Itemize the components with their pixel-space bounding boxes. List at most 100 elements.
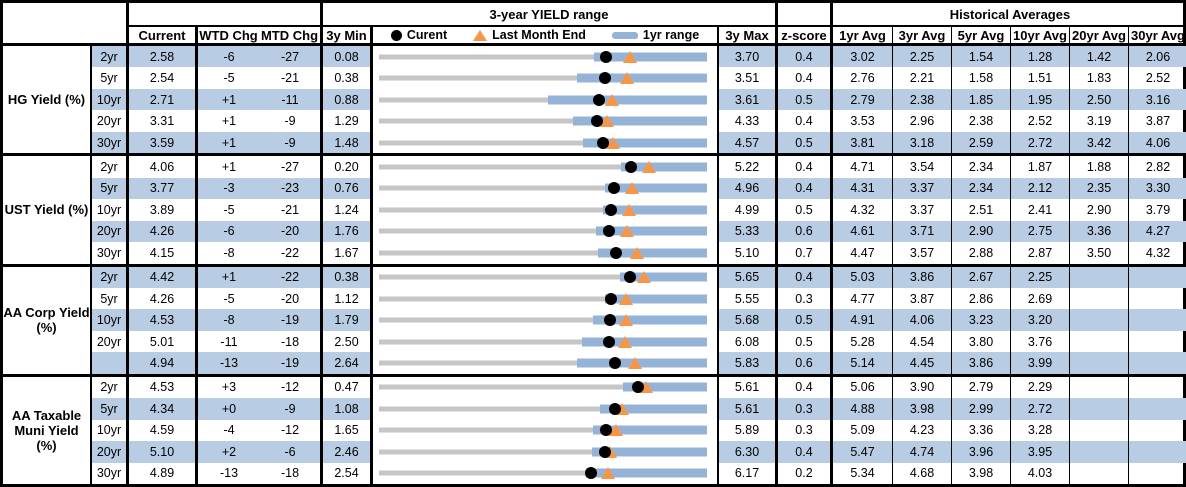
z-score-cell: 0.5 [778,199,833,221]
chart-legend: Curent Last Month End 1yr range [373,27,719,43]
avg-cell: 4.77 [850,291,875,306]
range-track-area [379,242,707,263]
current-cell: 4.53 [129,376,198,399]
table-row: 20yr 5.01 -11 -18 2.50 6.08 0.5 5.28 4.54 3.80 3.7… [92,330,1186,353]
current-cell: 4.15 [129,242,198,264]
mtd-chg-cell: -27 [260,156,323,178]
tenor-cell: 2yr [92,376,129,399]
avg-cell: 2.25 [1010,266,1069,288]
wtd-chg-cell: +0 [198,398,260,420]
last-month-triangle [637,271,652,284]
mtd-chg-cell: -22 [260,266,323,288]
avg-cell: 3.28 [1010,419,1069,442]
tenor-cell: 2yr [92,266,129,288]
z-score-cell: 0.3 [778,398,833,420]
group-label-line: Muni Yield [14,422,79,438]
range-track [379,228,707,234]
table-row: 20yr 4.26 -6 -20 1.76 5.33 0.6 4.61 3.71 2.90 2.75… [92,220,1186,243]
avg-cell [1069,352,1128,374]
range-chart [373,330,719,353]
last-month-triangle [599,115,614,128]
avg-cell: 3.53 [850,114,875,129]
avg-cell: 3.30 [1128,177,1186,200]
wtd-chg-cell: +1 [198,88,260,111]
legend-last-month-label: Last Month End [492,28,586,42]
yield-group: AA Corp Yield (%) 2yr 4.42 +1 -22 0.38 5.65 0.4 5… [3,263,1186,374]
range-track-area [379,463,707,484]
current-dot [592,93,605,106]
tenor-cell: 10yr [92,419,129,442]
mtd-chg-cell: -9 [260,398,323,420]
table-row: 20yr 5.10 +2 -6 2.46 6.30 0.4 5.47 4.74 3.96 3.95 [92,441,1186,463]
avg-cell: 3.19 [1069,110,1128,132]
tenor-cell: 30yr [92,131,129,154]
avg-cell [1128,287,1186,310]
last-month-triangle-icon [473,29,488,41]
range-track [379,54,707,60]
wtd-chg-cell: +1 [221,159,237,174]
tenor-cell: 20yr [92,330,129,353]
3y-min-cell: 1.08 [323,398,373,420]
group-label-line: HG Yield (%) [7,92,86,108]
last-month-triangle [600,467,615,480]
z-score-cell: 0.3 [778,287,833,310]
col-header-wtd: WTD Chg [199,27,258,43]
range-chart [373,309,719,331]
mtd-chg-cell: -20 [260,287,323,310]
avg-cell: 5.34 [850,466,875,481]
avg-cell: 3.90 [892,376,951,399]
current-dot [599,50,612,63]
3y-max-cell: 5.65 [719,266,778,288]
col-header-mtd: MTD Chg [260,27,319,43]
avg-cell [1128,376,1186,399]
mtd-chg-cell: -22 [260,242,323,264]
range-track [379,250,707,256]
tenor-cell: 2yr [92,46,129,68]
3y-max-cell: 5.83 [719,352,778,374]
3y-max-cell: 6.08 [719,330,778,353]
3y-min-cell: 0.76 [323,177,373,200]
group-label-line: (%) [36,437,57,453]
1yr-range-bar [577,358,707,368]
3y-max-cell: 4.99 [719,199,778,221]
avg-cell: 2.86 [951,287,1010,310]
3y-max-cell: 4.57 [719,131,778,154]
table-row: 4.94 -13 -19 2.64 5.83 0.6 5.14 4.45 3.86 3.99 [92,352,1186,374]
col-header-3y-max: 3y Max [719,27,778,43]
current-cell: 4.34 [129,398,198,420]
range-chart [373,156,719,178]
3y-max-cell: 3.51 [719,67,778,89]
avg-cell: 4.74 [892,441,951,463]
table-row: 10yr 4.53 -8 -19 1.79 5.68 0.5 4.91 4.06 3.23 3.20 [92,309,1186,331]
table-row: 5yr 3.77 -3 -23 0.76 4.96 0.4 4.31 3.37 2.34 2.12 2… [92,177,1186,200]
avg-cell: 4.27 [1128,220,1186,243]
wtd-chg-cell: +3 [221,380,237,395]
last-month-triangle [641,160,656,173]
1yr-range-bar [585,468,707,478]
avg-cell [1128,419,1186,442]
current-cell: 2.54 [129,67,198,89]
avg-cell: 4.32 [850,202,875,217]
1yr-range-bar [582,138,707,148]
current-cell: 4.26 [129,287,198,310]
avg-cell: 2.34 [951,177,1010,200]
3y-min-cell: 0.47 [323,376,373,399]
z-score-cell: 0.6 [778,220,833,243]
avg-cell: 5.09 [850,423,875,438]
table-row: 10yr 4.59 -4 -12 1.65 5.89 0.3 5.09 4.23 3.36 3.28 [92,419,1186,442]
3y-min-cell: 2.46 [323,441,373,463]
avg-cell: 2.34 [951,156,1010,178]
current-cell: 4.94 [129,352,198,374]
mtd-chg-cell: -9 [260,131,323,154]
3y-min-cell: 0.08 [323,46,373,68]
avg-cell [1128,441,1186,463]
wtd-chg-cell: +1 [198,266,260,288]
avg-cell: 2.38 [951,110,1010,132]
avg-cell: 3.50 [1069,242,1128,264]
last-month-triangle [618,335,633,348]
legend-current-label: Curent [406,28,448,42]
tenor-cell: 5yr [92,67,129,89]
avg-cell: 3.76 [1010,330,1069,353]
1yr-range-bar [602,205,707,215]
last-month-triangle [630,246,645,259]
